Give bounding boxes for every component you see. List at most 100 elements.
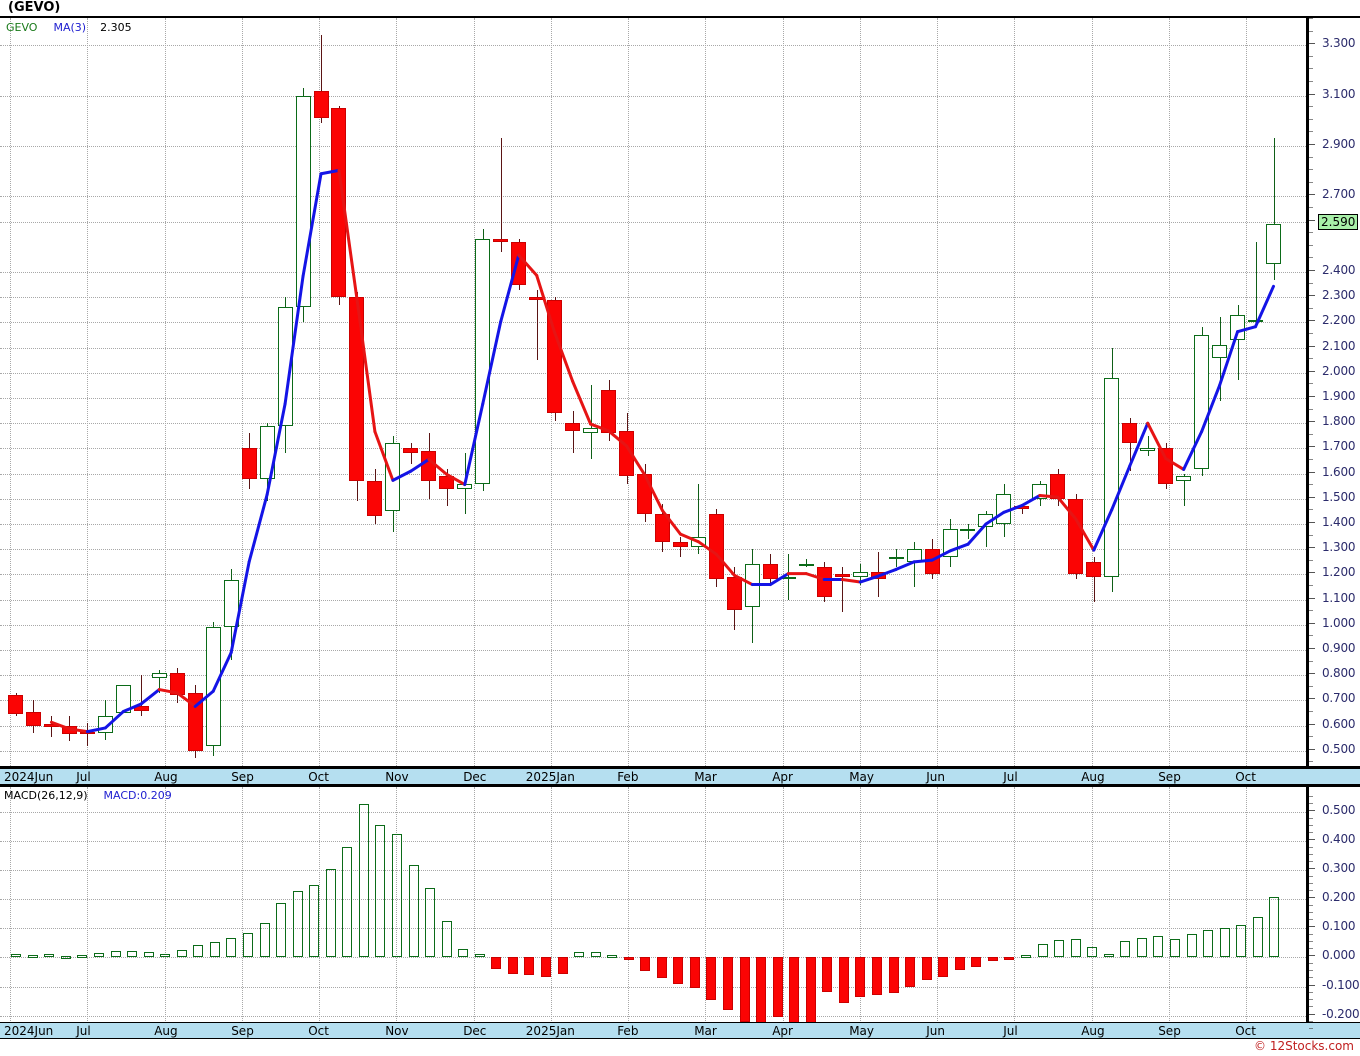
candle-body-up <box>943 529 958 557</box>
price-axis-tick-minor <box>1309 660 1313 662</box>
price-gridline-h <box>0 750 1306 752</box>
price-axis-tick-minor <box>1309 396 1313 398</box>
macd-bar-negative <box>789 957 799 1023</box>
price-gridline-v <box>10 18 11 766</box>
price-axis-tick-minor <box>1309 106 1313 108</box>
candle-body-up <box>152 672 167 678</box>
price-axis-label: 1.600 <box>1322 464 1356 479</box>
price-axis-label: 1.900 <box>1322 389 1356 404</box>
candle-body-up <box>260 425 275 479</box>
candle-wick <box>842 566 843 613</box>
candle-wick <box>1148 435 1149 456</box>
macd-bar-negative <box>657 957 667 979</box>
candle-body-down <box>727 576 742 610</box>
price-axis-tick-minor <box>1309 118 1313 120</box>
macd-legend: MACD(26,12,9) MACD:0.209 <box>4 789 172 802</box>
candle-body-up <box>98 715 113 734</box>
price-gridline-v <box>474 18 475 766</box>
price-gridline-v <box>165 18 166 766</box>
macd-bar-positive <box>111 951 121 958</box>
macd-axis-label: 0.200 <box>1322 890 1356 905</box>
date-label-top: Jun <box>926 770 945 784</box>
macd-bar-positive <box>11 953 21 958</box>
macd-gridline-h <box>0 986 1306 988</box>
price-gridline-v <box>860 18 861 766</box>
macd-bar-positive <box>61 955 71 959</box>
page-title: (GEVO) <box>8 0 61 15</box>
candle-body-up <box>206 627 221 746</box>
macd-gridline-h <box>0 1015 1306 1017</box>
date-label-bottom: Jul <box>1003 1024 1018 1038</box>
price-axis-label: 0.800 <box>1322 666 1356 681</box>
macd-bar-positive <box>1021 954 1031 958</box>
macd-axis-tick-minor <box>1309 970 1313 971</box>
macd-axis-tick-minor <box>1309 1006 1313 1008</box>
legend-symbol: GEVO <box>6 21 38 34</box>
legend-macd-value: MACD:0.209 <box>103 789 172 802</box>
candle-body-up <box>1230 314 1245 341</box>
candle-body-down <box>439 476 454 489</box>
macd-gridline-v <box>937 787 938 1035</box>
candle-body-down <box>601 390 616 434</box>
candle-wick <box>1274 138 1275 280</box>
candle-wick <box>87 723 88 746</box>
price-axis-tick-minor <box>1309 257 1313 259</box>
price-axis-tick-minor <box>1309 597 1313 599</box>
price-axis-label: 1.100 <box>1322 590 1356 605</box>
macd-gridline-v <box>628 787 629 1035</box>
price-axis-tick-minor <box>1309 559 1313 561</box>
price-gridline-h <box>0 524 1306 526</box>
price-axis-tick-minor <box>1309 345 1313 347</box>
candle-body-down <box>1068 498 1083 575</box>
macd-bar-positive <box>243 933 253 958</box>
price-axis-tick-minor <box>1309 156 1313 158</box>
date-label-bottom: Oct <box>1235 1024 1256 1038</box>
macd-bar-negative <box>988 957 998 961</box>
price-axis-tick-minor <box>1309 484 1313 486</box>
price-gridline-v <box>705 18 706 766</box>
price-gridline-h <box>0 423 1306 425</box>
macd-axis-separator <box>1306 787 1309 1035</box>
macd-gridline-v <box>1246 787 1247 1035</box>
macd-axis-label: -0.100 <box>1322 977 1360 992</box>
macd-bar-positive <box>375 825 385 958</box>
macd-bar-negative <box>723 957 733 1011</box>
candle-body-down <box>349 297 364 482</box>
price-axis-tick-minor <box>1309 55 1313 57</box>
candle-body-up <box>781 576 796 580</box>
macd-bar-negative <box>740 957 750 1022</box>
price-axis-label: 0.700 <box>1322 691 1356 706</box>
date-label-top: May <box>849 770 874 784</box>
macd-gridline-h <box>0 957 1306 959</box>
candle-body-down <box>170 672 185 696</box>
price-axis-tick-minor <box>1309 18 1313 19</box>
date-label-top: Nov <box>385 770 409 784</box>
ma3-segment <box>966 522 988 546</box>
candle-body-down <box>1158 448 1173 484</box>
candle-body-down <box>619 430 634 477</box>
macd-axis-tick-minor <box>1309 853 1313 855</box>
macd-axis-tick-minor <box>1309 1028 1313 1030</box>
macd-bar-negative <box>756 957 766 1027</box>
price-gridline-h <box>0 574 1306 576</box>
date-label-bottom: Jul <box>76 1024 91 1038</box>
price-gridline-h <box>0 297 1306 299</box>
candle-wick <box>1256 241 1257 328</box>
candle-body-up <box>1176 476 1191 482</box>
macd-bar-positive <box>425 887 435 958</box>
price-axis-tick-minor <box>1309 383 1313 385</box>
macd-axis-tick-minor <box>1309 977 1313 979</box>
price-axis-tick-minor <box>1309 81 1313 82</box>
price-axis-label: 1.400 <box>1322 515 1356 530</box>
date-label-top: Aug <box>154 770 178 784</box>
macd-gridline-h <box>0 812 1306 814</box>
candle-body-down <box>242 448 257 479</box>
date-label-top: Sep <box>231 770 254 784</box>
price-axis-tick-minor <box>1309 320 1313 322</box>
macd-bar-negative <box>922 957 932 980</box>
macd-axis-tick-minor <box>1309 955 1313 957</box>
candle-body-up <box>1194 335 1209 469</box>
price-axis-tick-minor <box>1309 421 1313 423</box>
macd-gridline-v <box>10 787 11 1035</box>
candle-wick <box>411 443 412 464</box>
